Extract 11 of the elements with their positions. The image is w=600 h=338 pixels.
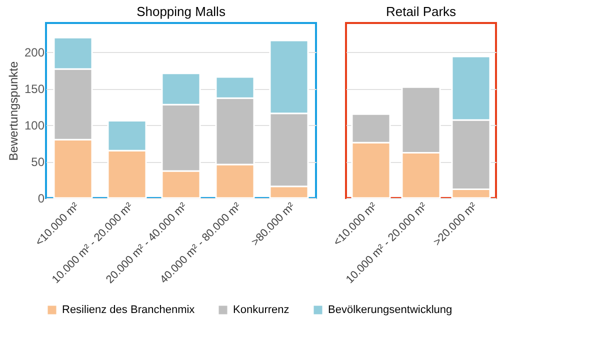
y-tick-label: 150	[24, 82, 45, 96]
y-tick-label: 0	[38, 192, 45, 206]
chart-title: Shopping Malls	[136, 4, 226, 19]
y-tick-label: 50	[31, 155, 45, 170]
legend-label: Resilienz des Branchenmix	[62, 304, 196, 316]
y-tick-label: 200	[24, 46, 45, 60]
legend-label: Konkurrenz	[233, 304, 290, 316]
y-tick-label: 100	[24, 118, 45, 133]
y-axis-title: Bewertungspunkte	[6, 60, 20, 161]
chart-title: Retail Parks	[386, 4, 457, 19]
legend-label: Bevölkerungsentwicklung	[328, 304, 452, 316]
